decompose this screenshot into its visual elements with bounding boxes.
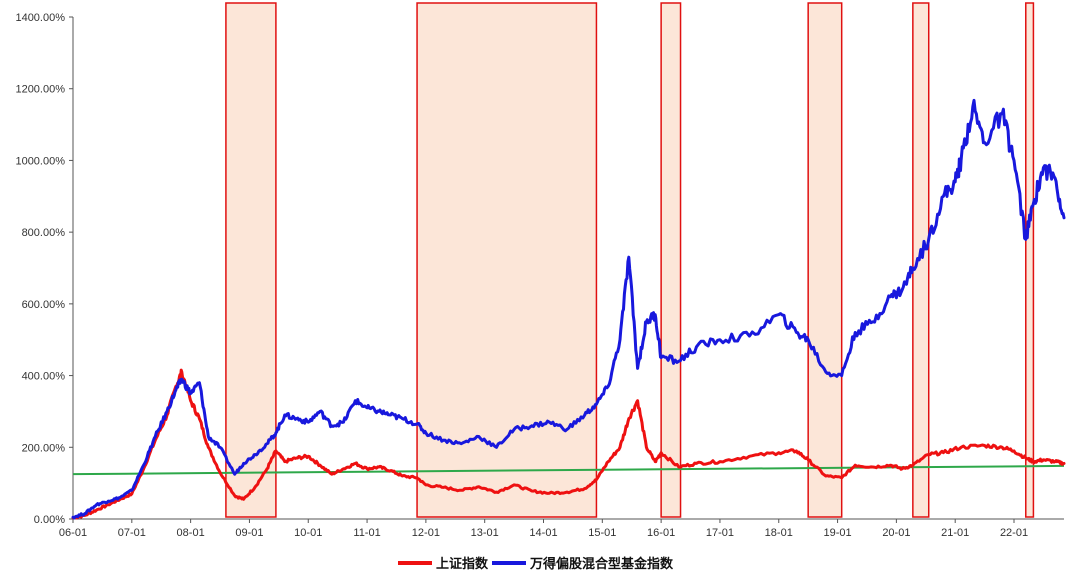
series-line-1: [71, 98, 1066, 520]
y-axis: 0.00% 200.00% 400.00% 600.00% 800.00% 1000.00…: [15, 12, 74, 526]
x-tick-label: 14-01: [529, 527, 557, 539]
shaded-period-5: [1025, 2, 1035, 518]
x-tick-label: 08-01: [177, 527, 205, 539]
y-tick-label: 200.00%: [22, 442, 66, 454]
x-tick-label: 21-01: [941, 527, 969, 539]
legend: 上证指数 万得偏股混合型基金指数: [398, 556, 674, 572]
y-tick-label: 0.00%: [34, 514, 65, 526]
shaded-periods: [225, 2, 1035, 518]
series-lines: [71, 98, 1066, 520]
x-tick-label: 12-01: [412, 527, 440, 539]
y-tick-label: 600.00%: [22, 299, 66, 311]
y-tick-label: 400.00%: [22, 371, 66, 383]
legend-label-1: 万得偏股混合型基金指数: [529, 556, 674, 572]
x-tick-label: 06-01: [59, 527, 87, 539]
series-line-0: [71, 368, 1066, 520]
shaded-period-4: [912, 2, 930, 518]
x-tick-label: 17-01: [706, 527, 734, 539]
legend-label-0: 上证指数: [436, 556, 489, 572]
y-tick-label: 1400.00%: [15, 12, 65, 24]
y-tick-label: 800.00%: [22, 227, 66, 239]
x-tick-label: 11-01: [353, 527, 380, 539]
x-tick-label: 15-01: [588, 527, 616, 539]
x-tick-label: 20-01: [882, 527, 910, 539]
x-tick-label: 19-01: [823, 527, 851, 539]
x-axis: 06-01 07-01 08-01 09-01 10-01 11-01 12-01 13-01…: [59, 518, 1064, 539]
x-tick-label: 16-01: [647, 527, 675, 539]
shaded-period-2: [660, 2, 682, 518]
x-tick-label: 22-01: [1000, 527, 1028, 539]
x-tick-label: 09-01: [235, 527, 263, 539]
x-tick-label: 18-01: [765, 527, 793, 539]
x-tick-label: 07-01: [118, 527, 146, 539]
x-tick-label: 13-01: [471, 527, 499, 539]
y-tick-label: 1200.00%: [15, 84, 65, 96]
shaded-period-3: [807, 2, 843, 518]
shaded-period-0: [225, 2, 277, 518]
x-tick-label: 10-01: [294, 527, 322, 539]
y-tick-label: 1000.00%: [15, 155, 65, 167]
